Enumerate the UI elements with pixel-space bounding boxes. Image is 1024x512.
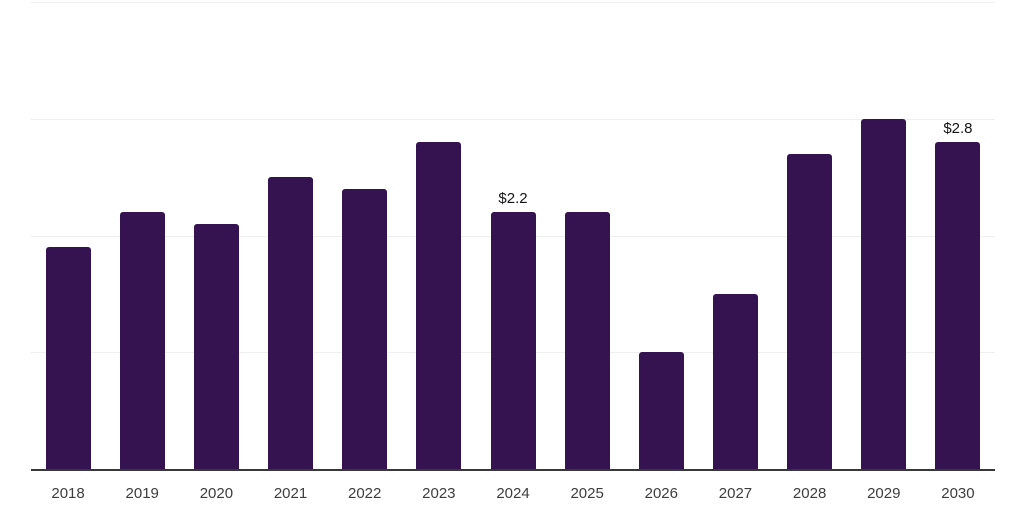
x-axis-line <box>31 469 995 471</box>
gridline-4 <box>31 2 995 3</box>
x-tick-label-2024: 2024 <box>496 485 530 502</box>
gridline-3 <box>31 118 995 120</box>
x-tick-label-2023: 2023 <box>422 485 456 502</box>
x-tick-label-2021: 2021 <box>273 485 308 502</box>
x-tick-label-2018: 2018 <box>51 485 85 502</box>
bar-2025 <box>564 212 610 469</box>
x-axis-labels: 2018 2019 2020 2021 2022 2023 2024 2025 2026 2027… <box>31 486 995 506</box>
bar-2028 <box>787 153 833 469</box>
bar-2030 <box>935 142 981 469</box>
bar-2027 <box>712 293 758 469</box>
x-tick-label-2027: 2027 <box>718 485 753 502</box>
x-tick-label-2026: 2026 <box>644 485 678 502</box>
x-tick-label-2025: 2025 <box>570 485 604 502</box>
bar-2023 <box>416 142 462 469</box>
bar-2024 <box>490 212 536 469</box>
bar-2029 <box>861 118 907 469</box>
bar-2019 <box>119 212 165 469</box>
x-tick-label-2029: 2029 <box>867 485 901 502</box>
bar-2020 <box>193 223 239 469</box>
bar-2026 <box>638 352 684 469</box>
data-label-2024: $2.2 <box>498 190 528 208</box>
plot-area: $2.2 $2.8 <box>31 2 995 471</box>
bar-2018 <box>45 247 91 469</box>
x-tick-label-2019: 2019 <box>125 485 159 502</box>
bar-2022 <box>342 188 388 469</box>
data-label-2030: $2.8 <box>943 120 973 138</box>
bar-2021 <box>268 177 314 469</box>
x-tick-label-2022: 2022 <box>348 485 382 502</box>
x-tick-label-2030: 2030 <box>941 485 975 502</box>
x-tick-label-2028: 2028 <box>792 485 827 502</box>
x-tick-label-2020: 2020 <box>199 485 234 502</box>
